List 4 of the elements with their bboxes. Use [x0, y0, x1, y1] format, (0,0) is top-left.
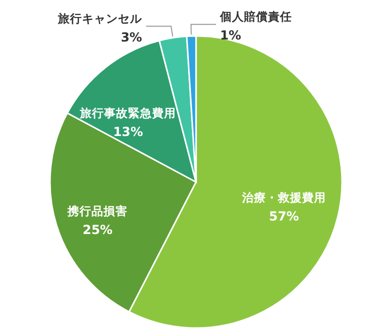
slice-label: 旅行キャンセル	[57, 11, 144, 26]
data-label: 1%	[220, 27, 242, 42]
slice-label: 個人賠償責任	[218, 9, 292, 24]
data-label: 3%	[120, 29, 143, 44]
